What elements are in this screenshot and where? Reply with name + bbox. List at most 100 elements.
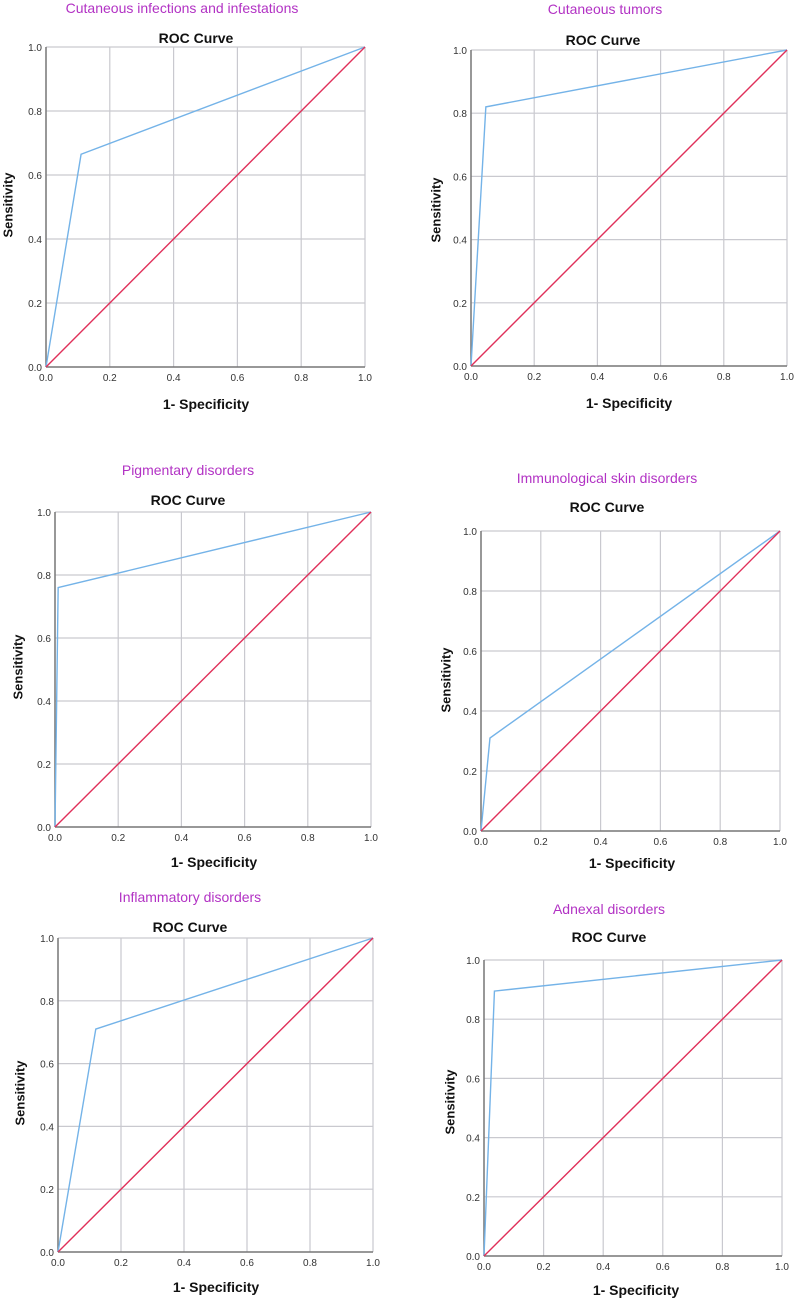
x-tick-label: 0.2	[103, 373, 117, 384]
reference-diagonal-line	[54, 511, 372, 828]
reference-diagonal-line	[470, 49, 788, 367]
x-tick-label: 0.0	[464, 372, 478, 383]
x-tick-label: 0.8	[303, 1258, 317, 1269]
y-tick-label: 0.6	[466, 1074, 480, 1085]
y-tick-label: 0.2	[28, 299, 42, 310]
x-axis-label: 1- Specificity	[588, 855, 676, 871]
y-tick-label: 0.8	[463, 587, 477, 598]
x-tick-label: 1.0	[775, 1262, 789, 1273]
x-tick-label: 0.4	[177, 1258, 191, 1269]
x-tick-label: 0.6	[238, 833, 252, 844]
y-tick-label: 1.0	[466, 956, 480, 967]
x-tick-label: 0.8	[301, 833, 315, 844]
reference-diagonal-line	[57, 937, 374, 1253]
chart-title: ROC Curve	[150, 492, 226, 508]
x-tick-label: 1.0	[366, 1258, 380, 1269]
plot-area-1: 0.0 0.2 0.4 0.6 0.8 1.0 0.0 0.2 0.4 0.6 0.8 1.0	[453, 46, 794, 383]
x-axis-label: 1- Specificity	[162, 396, 250, 412]
chart-title: ROC Curve	[152, 919, 228, 935]
x-tick-label: 0.6	[654, 372, 668, 383]
chart-title: ROC Curve	[569, 499, 645, 515]
y-tick-label: 1.0	[40, 934, 54, 945]
reference-diagonal-line	[45, 46, 366, 368]
y-tick-label: 0.0	[37, 823, 51, 834]
x-tick-label: 0.4	[590, 372, 604, 383]
y-tick-label: 0.4	[37, 697, 51, 708]
y-tick-label: 0.2	[466, 1193, 480, 1204]
y-tick-label: 0.0	[28, 363, 42, 374]
y-tick-label: 0.6	[37, 634, 51, 645]
x-tick-label: 0.2	[111, 833, 125, 844]
y-tick-label: 0.0	[453, 362, 467, 373]
x-tick-label: 0.2	[537, 1262, 551, 1273]
y-tick-label: 0.4	[40, 1122, 54, 1133]
reference-diagonal-line	[483, 959, 783, 1257]
plot-area-4: 0.0 0.2 0.4 0.6 0.8 1.0 0.0 0.2 0.4 0.6 0.8 1.0	[40, 934, 380, 1269]
y-tick-label: 0.2	[37, 760, 51, 771]
y-tick-label: 1.0	[463, 527, 477, 538]
x-axis-label: 1- Specificity	[172, 1279, 260, 1295]
x-tick-label: 0.2	[527, 372, 541, 383]
x-tick-label: 0.8	[715, 1262, 729, 1273]
y-tick-label: 0.6	[453, 172, 467, 183]
x-tick-label: 0.0	[48, 833, 62, 844]
plot-area-5: 0.0 0.2 0.4 0.6 0.8 1.0 0.0 0.2 0.4 0.6 0.8 1.0	[466, 956, 789, 1273]
y-tick-label: 0.6	[463, 647, 477, 658]
chart-title: ROC Curve	[565, 32, 641, 48]
x-axis-label: 1- Specificity	[170, 854, 258, 870]
y-tick-label: 0.8	[40, 997, 54, 1008]
chart-title: ROC Curve	[571, 929, 647, 945]
x-tick-label: 0.2	[114, 1258, 128, 1269]
x-tick-label: 0.6	[653, 837, 667, 848]
x-tick-label: 0.0	[474, 837, 488, 848]
y-tick-label: 0.8	[466, 1015, 480, 1026]
x-tick-label: 0.0	[51, 1258, 65, 1269]
x-tick-label: 0.8	[294, 373, 308, 384]
y-tick-label: 0.0	[463, 827, 477, 838]
x-tick-label: 1.0	[358, 373, 372, 384]
y-tick-label: 0.4	[28, 235, 42, 246]
x-tick-label: 1.0	[773, 837, 787, 848]
y-tick-label: 0.8	[37, 571, 51, 582]
y-tick-label: 0.8	[453, 109, 467, 120]
reference-diagonal-line	[480, 530, 781, 832]
plot-area-3: 0.0 0.2 0.4 0.6 0.8 1.0 0.0 0.2 0.4 0.6 0.8 1.0	[463, 527, 787, 848]
x-tick-label: 1.0	[364, 833, 378, 844]
x-tick-label: 0.6	[230, 373, 244, 384]
panel-title: Pigmentary disorders	[121, 462, 255, 478]
x-tick-label: 0.4	[167, 373, 181, 384]
x-axis-label: 1- Specificity	[585, 395, 673, 411]
y-tick-label: 0.2	[463, 767, 477, 778]
panel-title: Cutaneous infections and infestations	[65, 0, 299, 16]
y-tick-label: 0.2	[453, 299, 467, 310]
x-tick-label: 0.0	[39, 373, 53, 384]
plot-area-2: 0.0 0.2 0.4 0.6 0.8 1.0 0.0 0.2 0.4 0.6 0.8 1.0	[37, 508, 378, 844]
y-tick-label: 0.4	[463, 707, 477, 718]
chart-title: ROC Curve	[158, 30, 234, 46]
x-axis-label: 1- Specificity	[592, 1282, 680, 1298]
y-tick-label: 0.6	[40, 1060, 54, 1071]
x-tick-label: 0.8	[713, 837, 727, 848]
x-tick-label: 0.4	[174, 833, 188, 844]
y-tick-label: 0.4	[453, 236, 467, 247]
x-tick-label: 0.8	[717, 372, 731, 383]
panel-title: Immunological skin disorders	[516, 470, 698, 486]
x-tick-label: 0.6	[240, 1258, 254, 1269]
y-tick-label: 1.0	[28, 43, 42, 54]
x-tick-label: 0.0	[477, 1262, 491, 1273]
y-tick-label: 0.0	[40, 1248, 54, 1259]
x-tick-label: 0.4	[596, 1262, 610, 1273]
y-tick-label: 0.8	[28, 107, 42, 118]
panel-title: Cutaneous tumors	[547, 1, 663, 17]
y-tick-label: 0.6	[28, 171, 42, 182]
y-tick-label: 0.2	[40, 1185, 54, 1196]
panel-title: Adnexal disorders	[552, 901, 666, 917]
x-tick-label: 0.6	[656, 1262, 670, 1273]
y-tick-label: 0.4	[466, 1134, 480, 1145]
x-tick-label: 1.0	[780, 372, 794, 383]
x-tick-label: 0.2	[534, 837, 548, 848]
plot-area-0: 0.0 0.2 0.4 0.6 0.8 1.0 0.0 0.2 0.4 0.6 0.8 1.0	[28, 43, 372, 384]
y-tick-label: 0.0	[466, 1252, 480, 1263]
panel-title: Inflammatory disorders	[118, 889, 262, 905]
